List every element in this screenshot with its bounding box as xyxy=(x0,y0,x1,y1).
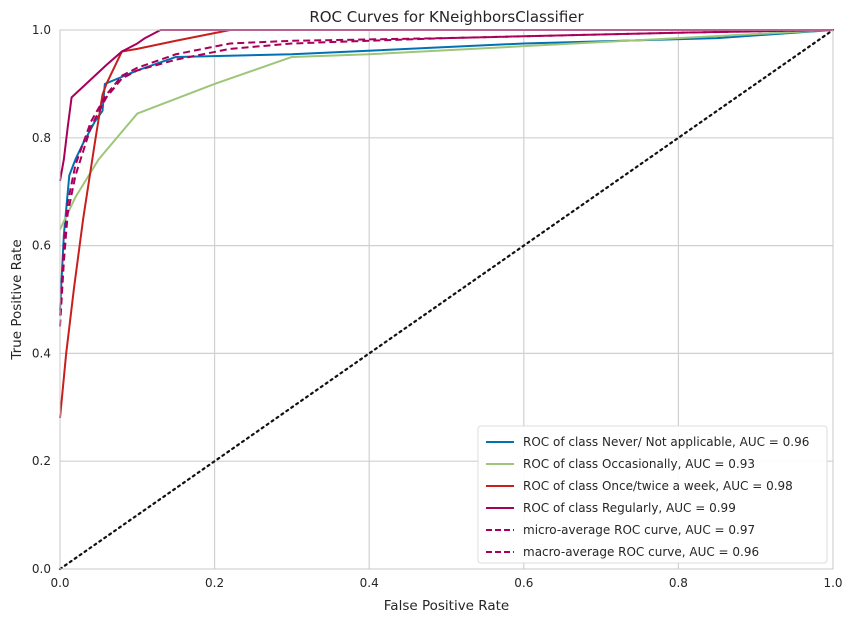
legend-label-2: ROC of class Once/twice a week, AUC = 0.… xyxy=(523,479,793,493)
y-axis-label: True Positive Rate xyxy=(9,239,25,360)
series-layer xyxy=(58,28,835,571)
legend-label-0: ROC of class Never/ Not applicable, AUC … xyxy=(523,435,809,449)
legend-label-3: ROC of class Regularly, AUC = 0.99 xyxy=(523,501,736,515)
y-tick-label: 0.2 xyxy=(32,454,51,468)
x-axis-ticks: 0.0 0.2 0.4 0.6 0.8 1.0 xyxy=(50,576,842,590)
series-line-0 xyxy=(59,29,834,311)
legend: ROC of class Never/ Not applicable, AUC … xyxy=(477,425,828,564)
legend-label-4: micro-average ROC curve, AUC = 0.97 xyxy=(523,523,755,537)
y-tick-label: 0.4 xyxy=(32,346,51,360)
x-tick-label: 1.0 xyxy=(823,576,842,590)
y-tick-label: 0.8 xyxy=(32,131,51,145)
legend-label-5: macro-average ROC curve, AUC = 0.96 xyxy=(523,545,759,559)
legend-label-1: ROC of class Occasionally, AUC = 0.93 xyxy=(523,457,755,471)
x-tick-label: 0.2 xyxy=(205,576,224,590)
legend-box xyxy=(477,425,828,564)
reference-diagonal-line xyxy=(58,28,835,571)
series-line-5 xyxy=(59,29,834,327)
x-tick-label: 0.6 xyxy=(514,576,533,590)
y-tick-label: 0.6 xyxy=(32,239,51,253)
y-axis-ticks: 0.0 0.2 0.4 0.6 0.8 1.0 xyxy=(32,23,51,576)
series-line-3 xyxy=(59,29,833,182)
series-line-1 xyxy=(59,29,834,230)
x-axis-label: False Positive Rate xyxy=(384,598,509,614)
x-tick-label: 0.4 xyxy=(360,576,379,590)
x-tick-label: 0.0 xyxy=(50,576,69,590)
y-tick-label: 0.0 xyxy=(32,562,51,576)
x-tick-label: 0.8 xyxy=(669,576,688,590)
plot-frame xyxy=(59,29,834,570)
y-tick-label: 1.0 xyxy=(32,23,51,37)
grid-lines xyxy=(60,30,833,569)
chart-title: ROC Curves for KNeighborsClassifier xyxy=(309,8,584,26)
